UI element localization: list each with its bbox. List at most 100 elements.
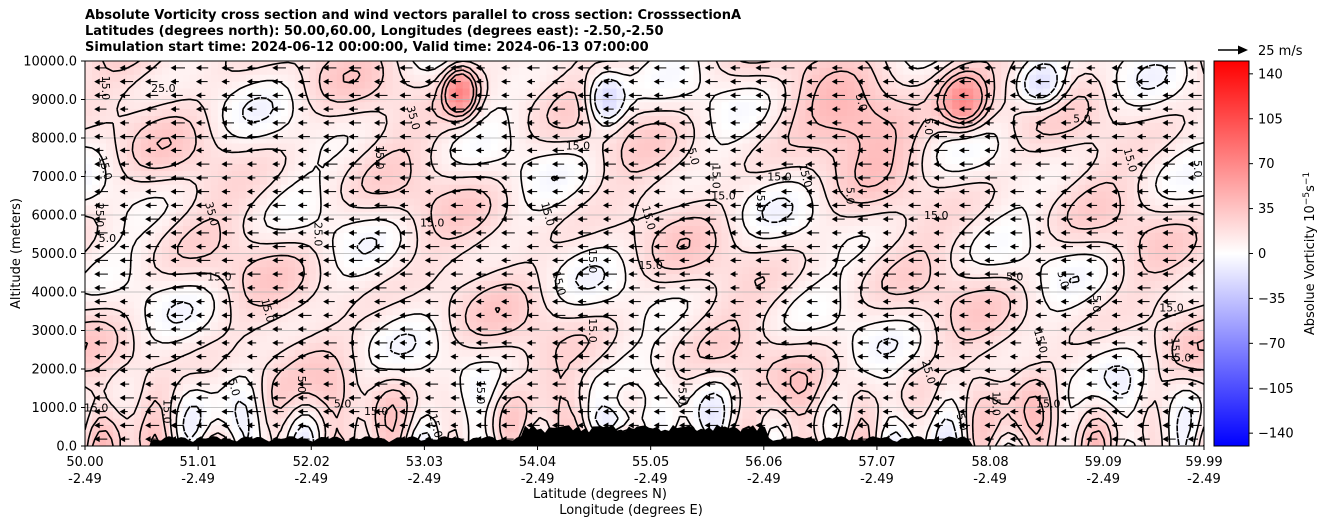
vorticity-cell xyxy=(714,267,723,275)
vorticity-cell xyxy=(1008,143,1016,151)
vorticity-cell xyxy=(189,67,198,76)
vorticity-cell xyxy=(469,122,478,131)
vorticity-cell xyxy=(749,239,757,248)
vorticity-cell xyxy=(994,102,1002,110)
vorticity-cell xyxy=(861,61,869,69)
vorticity-cell xyxy=(1036,253,1044,261)
vorticity-cell xyxy=(168,274,177,282)
vorticity-cell xyxy=(406,267,415,275)
vorticity-cell xyxy=(1099,212,1107,220)
vorticity-cell xyxy=(889,116,897,124)
vorticity-cell xyxy=(791,150,799,158)
vorticity-cell xyxy=(161,109,170,117)
vorticity-cell xyxy=(119,102,128,110)
vorticity-cell xyxy=(196,212,205,220)
vorticity-cell xyxy=(770,116,778,124)
vorticity-cell xyxy=(889,74,897,83)
vorticity-cell xyxy=(588,267,597,275)
vorticity-cell xyxy=(847,171,855,179)
vorticity-cell xyxy=(1078,253,1086,261)
vorticity-cell xyxy=(406,122,415,131)
vorticity-cell xyxy=(350,212,359,220)
vorticity-cell xyxy=(1120,74,1128,83)
vorticity-cell xyxy=(700,116,709,124)
vorticity-cell xyxy=(1099,253,1107,261)
vorticity-cell xyxy=(1176,171,1184,179)
vorticity-cell xyxy=(532,102,541,110)
vorticity-cell xyxy=(847,109,855,117)
vorticity-cell xyxy=(1057,116,1065,124)
vorticity-cell xyxy=(1120,205,1128,213)
vorticity-cell xyxy=(924,246,932,255)
vorticity-cell xyxy=(1148,253,1156,261)
vorticity-cell xyxy=(1008,122,1016,131)
vorticity-cell xyxy=(119,136,128,145)
vorticity-cell xyxy=(126,219,135,227)
vorticity-cell xyxy=(756,88,764,96)
vorticity-cell xyxy=(280,246,289,255)
vorticity-cell xyxy=(784,122,792,131)
vorticity-cell xyxy=(896,205,904,213)
vorticity-cell xyxy=(707,191,716,200)
vorticity-cell xyxy=(364,232,373,241)
vorticity-cell xyxy=(889,205,897,213)
vorticity-cell xyxy=(350,157,359,165)
vorticity-cell xyxy=(1008,198,1016,206)
vorticity-cell xyxy=(861,205,869,213)
vorticity-cell xyxy=(1064,226,1072,234)
vorticity-cell xyxy=(238,157,247,165)
vorticity-cell xyxy=(140,61,149,69)
vorticity-cell xyxy=(819,253,827,261)
vorticity-cell xyxy=(413,67,422,76)
vorticity-cell xyxy=(959,164,967,172)
vorticity-cell xyxy=(931,88,939,96)
vorticity-cell xyxy=(196,205,205,213)
vorticity-cell xyxy=(791,198,799,206)
vorticity-cell xyxy=(315,122,324,131)
vorticity-cell xyxy=(581,267,590,275)
vorticity-cell xyxy=(1064,177,1072,186)
vorticity-cell xyxy=(742,74,750,83)
vorticity-cell xyxy=(518,102,527,110)
vorticity-cell xyxy=(665,102,674,110)
vorticity-cell xyxy=(826,81,834,90)
vorticity-cell xyxy=(553,246,562,255)
vorticity-cell xyxy=(1029,88,1037,96)
vorticity-cell xyxy=(868,109,876,117)
vorticity-cell xyxy=(847,164,855,172)
vorticity-cell xyxy=(85,191,93,200)
vorticity-cell xyxy=(280,109,289,117)
vorticity-cell xyxy=(812,136,820,145)
vorticity-cell xyxy=(546,74,555,83)
vorticity-cell xyxy=(735,136,744,145)
vorticity-cell xyxy=(1127,219,1135,227)
vorticity-cell xyxy=(1099,102,1107,110)
vorticity-cell xyxy=(910,260,918,268)
vorticity-cell xyxy=(721,116,730,124)
vorticity-cell xyxy=(105,198,114,206)
vorticity-cell xyxy=(798,212,806,220)
vorticity-cell xyxy=(1036,239,1044,248)
vorticity-cell xyxy=(588,61,597,69)
vorticity-cell xyxy=(728,61,737,69)
vorticity-cell xyxy=(364,219,373,227)
vorticity-cell xyxy=(686,219,695,227)
vorticity-cell xyxy=(581,122,590,131)
vorticity-cell xyxy=(1155,205,1163,213)
vorticity-cell xyxy=(336,136,345,145)
vorticity-cell xyxy=(875,171,883,179)
vorticity-cell xyxy=(1085,143,1093,151)
vorticity-cell xyxy=(1022,246,1030,255)
vorticity-cell xyxy=(1015,260,1023,268)
vorticity-cell xyxy=(147,67,156,76)
vorticity-cell xyxy=(203,143,212,151)
vorticity-cell xyxy=(511,164,520,172)
vorticity-cell xyxy=(511,122,520,131)
vorticity-cell xyxy=(1197,81,1204,90)
vorticity-cell xyxy=(917,260,925,268)
vorticity-cell xyxy=(189,184,198,193)
vorticity-cell xyxy=(693,88,702,96)
vorticity-cell xyxy=(392,74,401,83)
vorticity-cell xyxy=(980,164,988,172)
vorticity-cell xyxy=(378,253,387,261)
